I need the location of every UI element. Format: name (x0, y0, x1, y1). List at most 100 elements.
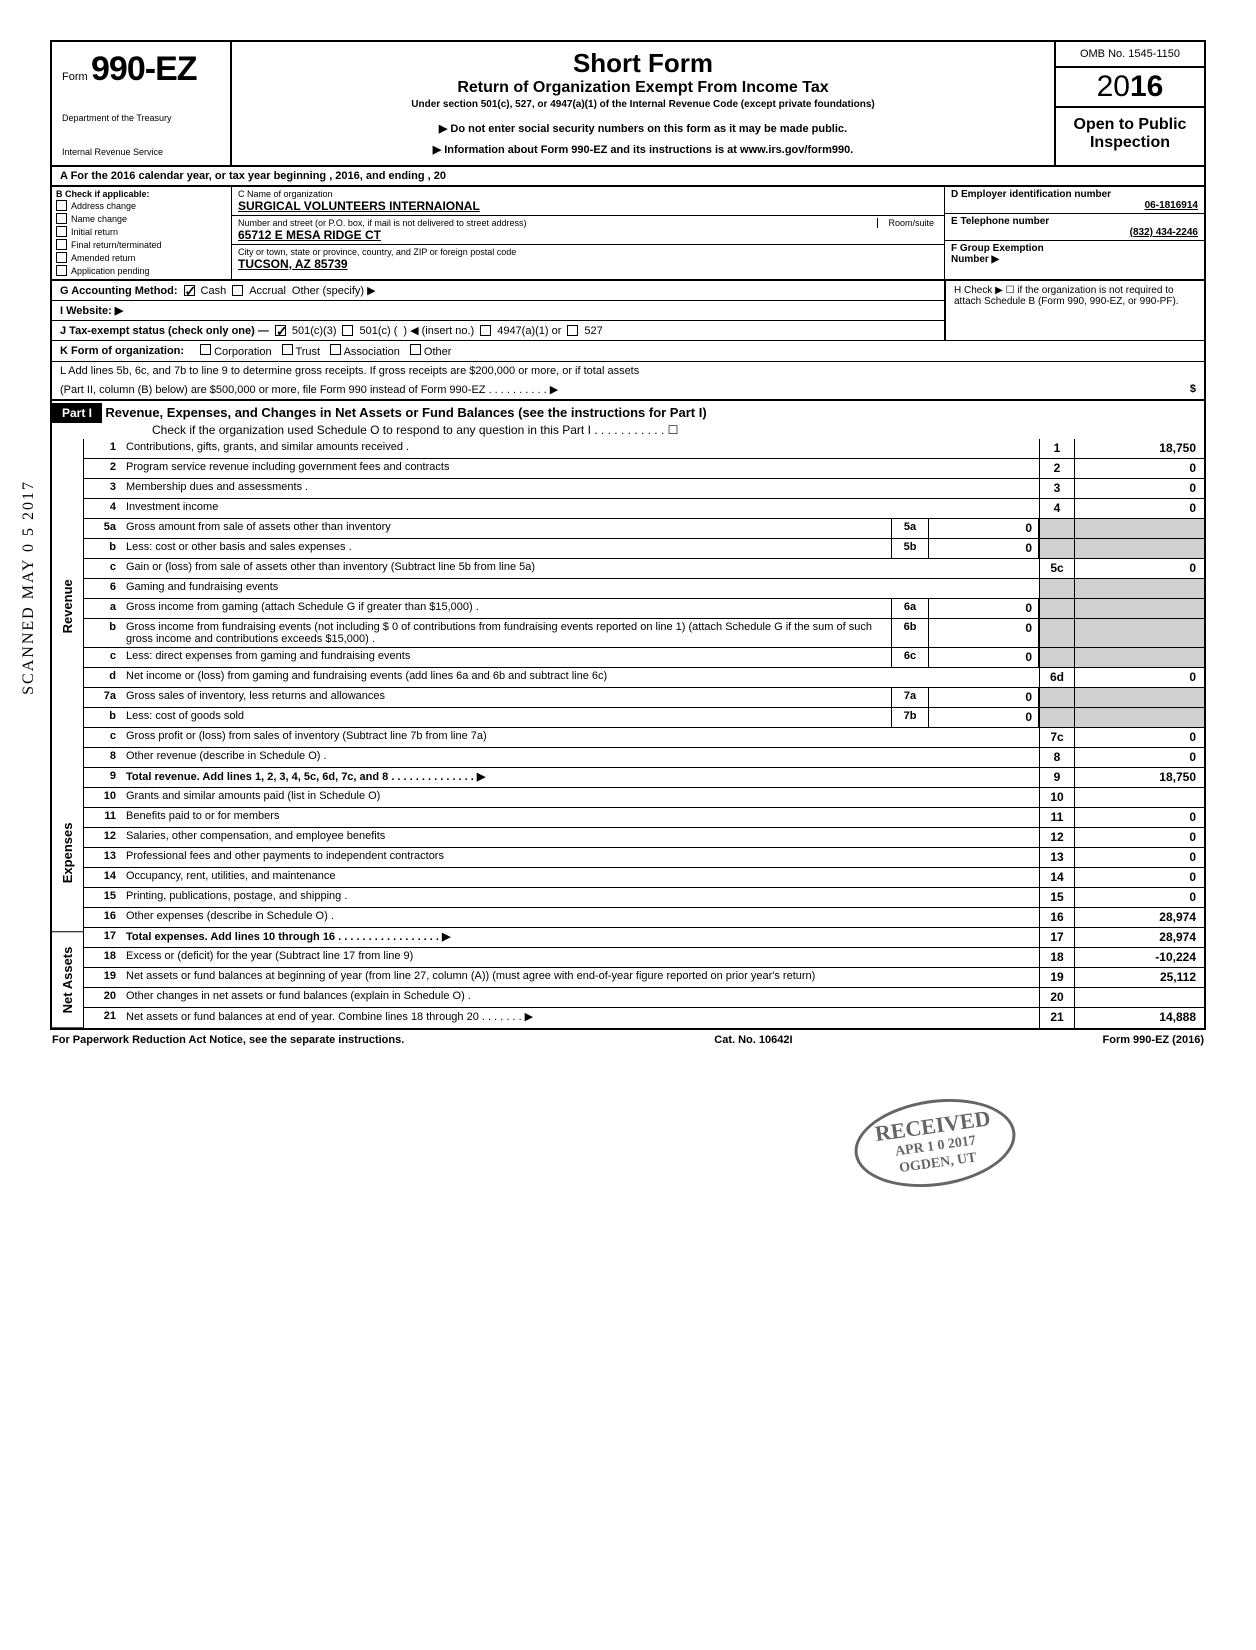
end-val: 25,112 (1074, 968, 1204, 987)
footer-mid: Cat. No. 10642I (714, 1034, 792, 1046)
line-desc: Investment income (122, 499, 1039, 518)
mid-num: 6b (891, 619, 929, 647)
end-num: 4 (1039, 499, 1074, 518)
end-num: 6d (1039, 668, 1074, 687)
g-label: G Accounting Method: (60, 285, 178, 297)
end-val: 0 (1074, 728, 1204, 747)
line-row: 6Gaming and fundraising events (84, 579, 1204, 599)
line-num: 1 (84, 439, 122, 458)
checkbox[interactable] (56, 252, 67, 263)
year-line: A For the 2016 calendar year, or tax yea… (50, 167, 1206, 187)
k-checkbox[interactable] (410, 344, 421, 355)
4947-checkbox[interactable] (480, 325, 491, 336)
title-main: Short Form (242, 48, 1044, 79)
scanned-stamp: SCANNED MAY 0 5 2017 (20, 480, 38, 695)
line-num: 18 (84, 948, 122, 967)
accrual-checkbox[interactable] (232, 285, 243, 296)
end-num: 17 (1039, 928, 1074, 947)
dept-treasury: Department of the Treasury (62, 113, 220, 123)
line-num: 6 (84, 579, 122, 598)
line-row: 7aGross sales of inventory, less returns… (84, 688, 1204, 708)
mid-info: C Name of organization SURGICAL VOLUNTEE… (232, 187, 944, 279)
end-num: 2 (1039, 459, 1074, 478)
line-row: cGross profit or (loss) from sales of in… (84, 728, 1204, 748)
end-num: 10 (1039, 788, 1074, 807)
line-num: c (84, 728, 122, 747)
line-row: 14Occupancy, rent, utilities, and mainte… (84, 868, 1204, 888)
line-row: dNet income or (loss) from gaming and fu… (84, 668, 1204, 688)
end-val (1074, 988, 1204, 1007)
checkbox[interactable] (56, 200, 67, 211)
mid-num: 5b (891, 539, 929, 558)
cash-checkbox[interactable] (184, 285, 195, 296)
checkbox[interactable] (56, 226, 67, 237)
end-num: 8 (1039, 748, 1074, 767)
527-checkbox[interactable] (567, 325, 578, 336)
title-info: ▶ Information about Form 990-EZ and its … (242, 143, 1044, 156)
line-row: 17Total expenses. Add lines 10 through 1… (84, 928, 1204, 948)
line-num: b (84, 708, 122, 727)
form-header: Form 990-EZ Department of the Treasury I… (50, 40, 1206, 167)
line-desc: Membership dues and assessments . (122, 479, 1039, 498)
end-num: 3 (1039, 479, 1074, 498)
end-num (1039, 539, 1074, 558)
checkbox[interactable] (56, 265, 67, 276)
line-row: cLess: direct expenses from gaming and f… (84, 648, 1204, 668)
line-row: 2Program service revenue including gover… (84, 459, 1204, 479)
k-checkbox[interactable] (282, 344, 293, 355)
end-num: 15 (1039, 888, 1074, 907)
section-a: B Check if applicable: Address changeNam… (50, 187, 1206, 281)
501c-checkbox[interactable] (342, 325, 353, 336)
e-label: E Telephone number (951, 216, 1198, 227)
footer-left: For Paperwork Reduction Act Notice, see … (52, 1034, 404, 1046)
right-col: OMB No. 1545-1150 2016 Open to Public In… (1054, 42, 1204, 165)
k-opt: Other (424, 346, 452, 358)
end-num: 14 (1039, 868, 1074, 887)
part1-header: Part I (52, 403, 102, 423)
line-row: 4Investment income40 (84, 499, 1204, 519)
line-num: 17 (84, 928, 122, 947)
i-row: I Website: ▶ (50, 301, 946, 321)
501c3-checkbox[interactable] (275, 325, 286, 336)
i-label: I Website: ▶ (60, 304, 123, 317)
mid-val: 0 (929, 619, 1039, 647)
year-prefix: 20 (1097, 70, 1130, 103)
title-box: Short Form Return of Organization Exempt… (232, 42, 1054, 165)
k-checkbox[interactable] (200, 344, 211, 355)
check-label: Amended return (71, 253, 136, 263)
end-val: 0 (1074, 808, 1204, 827)
line-desc: Professional fees and other payments to … (122, 848, 1039, 867)
line-row: 5aGross amount from sale of assets other… (84, 519, 1204, 539)
part1-title: Revenue, Expenses, and Changes in Net As… (105, 402, 706, 423)
k-checkbox[interactable] (330, 344, 341, 355)
end-val (1074, 539, 1204, 558)
end-num (1039, 579, 1074, 598)
other-label: Other (specify) ▶ (292, 284, 376, 297)
end-val: -10,224 (1074, 948, 1204, 967)
checkbox[interactable] (56, 239, 67, 250)
mid-val: 0 (929, 708, 1039, 727)
line-row: 16Other expenses (describe in Schedule O… (84, 908, 1204, 928)
title-note: ▶ Do not enter social security numbers o… (242, 122, 1044, 135)
b-label: B Check if applicable: (56, 189, 227, 199)
line-row: 10Grants and similar amounts paid (list … (84, 788, 1204, 808)
mid-num: 6a (891, 599, 929, 618)
check-row: Address change (56, 199, 227, 212)
end-num (1039, 708, 1074, 727)
line-num: 14 (84, 868, 122, 887)
line-desc: Printing, publications, postage, and shi… (122, 888, 1039, 907)
line-row: bGross income from fundraising events (n… (84, 619, 1204, 648)
end-val: 0 (1074, 828, 1204, 847)
end-val: 0 (1074, 848, 1204, 867)
line-num: 21 (84, 1008, 122, 1028)
end-val: 0 (1074, 888, 1204, 907)
mid-val: 0 (929, 648, 1039, 667)
line-row: bLess: cost of goods sold7b0 (84, 708, 1204, 728)
end-val: 0 (1074, 479, 1204, 498)
d-label: D Employer identification number (951, 189, 1198, 200)
checkbox[interactable] (56, 213, 67, 224)
end-num (1039, 599, 1074, 618)
end-val: 28,974 (1074, 908, 1204, 927)
k-opt: Trust (295, 346, 320, 358)
open-public: Open to Public Inspection (1056, 108, 1204, 165)
